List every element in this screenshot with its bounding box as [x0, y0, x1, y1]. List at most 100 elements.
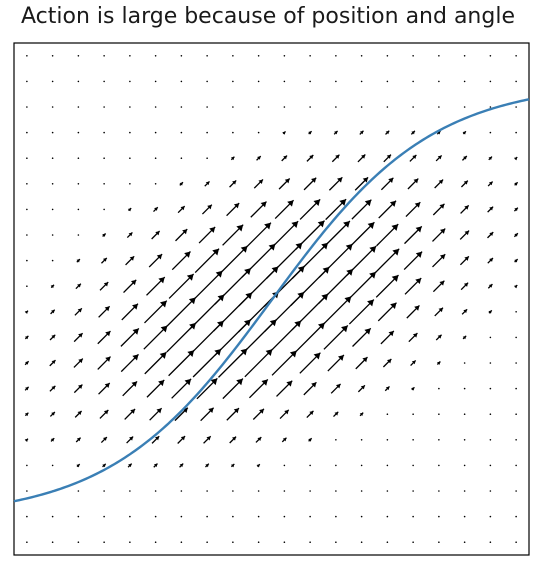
vector-dot [515, 439, 517, 441]
vector-arrow [103, 183, 105, 185]
vector-arrow [206, 157, 208, 159]
vector-arrow [51, 157, 54, 159]
vector-head [335, 154, 340, 159]
vector-arrow [26, 55, 28, 57]
vector-arrow [154, 131, 157, 134]
vector-arrow [409, 154, 417, 162]
vector-dot [154, 183, 157, 185]
vector-dot [51, 234, 54, 236]
vector-head [438, 307, 443, 313]
vector-arrow [255, 436, 262, 443]
vector-dot [26, 80, 28, 83]
vector-arrow [411, 386, 415, 391]
vector-arrow [127, 463, 133, 468]
vector-arrow [359, 130, 364, 135]
vector-dot [206, 490, 208, 492]
vector-dot [386, 490, 389, 492]
vector-arrow [77, 541, 80, 543]
vector-arrow [175, 228, 188, 242]
vector-arrow [77, 55, 80, 57]
vector-arrow [154, 183, 157, 185]
vector-arrow [386, 55, 389, 57]
vector-dot [154, 80, 157, 83]
vector-dot [386, 439, 389, 441]
vector-arrow [412, 439, 414, 441]
vector-arrow [489, 362, 492, 364]
vector-head [414, 305, 420, 311]
vector-arrow [232, 55, 234, 57]
vector-head [50, 284, 55, 289]
vector-dot [103, 490, 105, 492]
vector-arrow [515, 439, 517, 441]
vector-arrow [271, 350, 298, 376]
vector-head [341, 325, 348, 333]
vector-head [129, 436, 134, 441]
vector-dot [26, 490, 28, 492]
vector-arrow [51, 208, 54, 211]
vector-dot [206, 131, 208, 134]
vector-arrow [250, 201, 267, 218]
vector-arrow [515, 541, 517, 543]
vector-arrow [77, 157, 80, 159]
vector-head [389, 200, 397, 207]
vector-arrow [49, 385, 56, 392]
vector-arrow [320, 295, 352, 328]
vector-head [132, 354, 139, 361]
vector-head [24, 310, 29, 314]
vector-arrow [283, 55, 286, 57]
vector-arrow [438, 106, 440, 108]
vector-arrow [232, 541, 234, 543]
vector-arrow [335, 541, 337, 543]
vector-arrow [323, 325, 349, 350]
vector-head [50, 438, 55, 442]
vector-head [369, 246, 377, 253]
vector-dot [103, 541, 105, 543]
vector-arrow [348, 221, 375, 249]
vector-arrow [171, 251, 191, 271]
vector-dot [463, 55, 466, 57]
vector-head [334, 411, 339, 416]
vector-arrow [179, 463, 184, 468]
vector-head [462, 131, 466, 135]
vector-arrow [295, 220, 325, 250]
vector-arrow [386, 439, 389, 441]
vector-arrow [194, 248, 220, 273]
vector-head [103, 409, 109, 415]
vector-arrow [283, 106, 286, 108]
vector-dot [77, 490, 80, 492]
vector-arrow [463, 387, 466, 390]
vector-dot [51, 106, 54, 108]
vector-dot [77, 183, 80, 185]
vector-shaft [295, 322, 326, 353]
vector-arrow [488, 156, 493, 161]
vector-arrow [283, 515, 286, 518]
vector-head [437, 155, 442, 160]
vector-head [259, 408, 264, 414]
vector-head [104, 306, 110, 312]
vector-head [411, 387, 415, 391]
vector-arrow [438, 464, 440, 467]
vector-arrow [257, 80, 260, 83]
vector-head [412, 154, 417, 160]
vector-arrow [335, 80, 337, 83]
vector-head [287, 200, 294, 207]
vector-arrow [335, 490, 337, 492]
vector-head [317, 220, 325, 228]
vector-dot [360, 106, 363, 108]
vector-arrow [489, 80, 492, 83]
vector-arrow [26, 490, 28, 492]
vector-head [488, 310, 492, 314]
vector-arrow [281, 437, 287, 443]
vector-head [282, 131, 286, 135]
vector-arrow [230, 463, 235, 468]
vector-arrow [303, 177, 317, 191]
vector-dot [412, 439, 414, 441]
vector-head [77, 283, 81, 288]
vector-dot [438, 515, 440, 518]
vector-arrow [489, 490, 492, 492]
vector-dot [489, 515, 492, 518]
vector-dot [438, 80, 440, 83]
vector-arrow [166, 297, 197, 327]
vector-arrow [256, 155, 262, 161]
vector-arrow [129, 490, 131, 492]
